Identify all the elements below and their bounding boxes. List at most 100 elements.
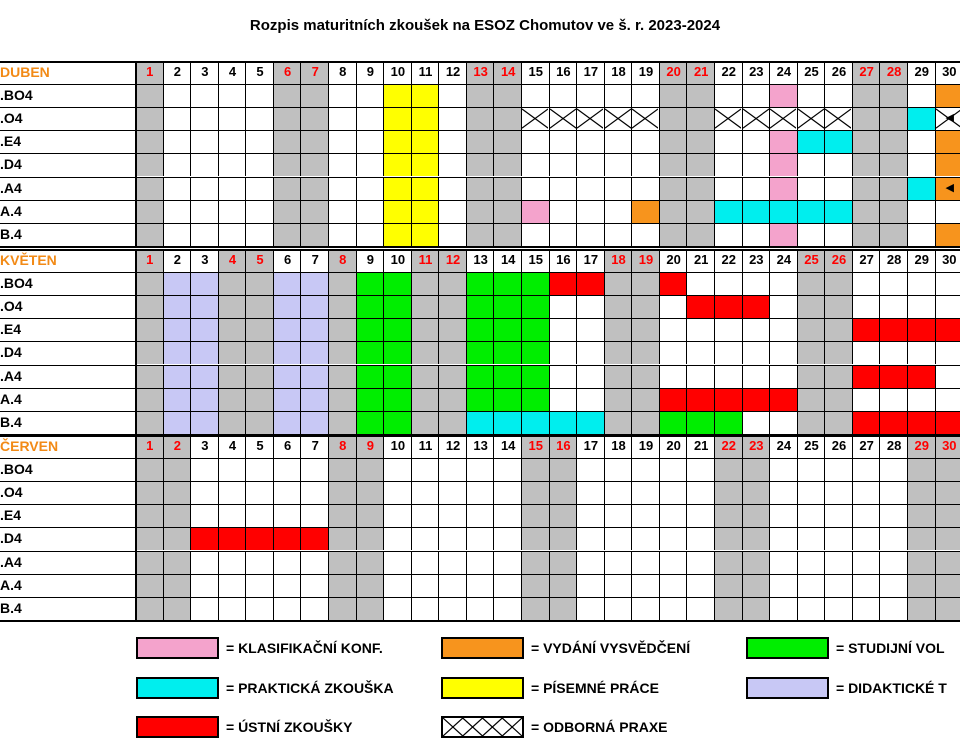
schedule-cell xyxy=(742,153,771,177)
schedule-cell xyxy=(742,504,771,528)
schedule-cell xyxy=(136,130,164,154)
schedule-cell xyxy=(494,272,522,296)
day-number: 8 xyxy=(339,438,347,453)
schedule-cell xyxy=(218,199,247,223)
schedule-cell xyxy=(328,596,357,620)
schedule-cell xyxy=(770,130,798,154)
schedule-cell xyxy=(825,410,853,434)
legend-swatch-pink xyxy=(136,637,219,659)
schedule-cell xyxy=(714,596,743,620)
schedule-cell xyxy=(384,410,412,434)
day-number: 8 xyxy=(339,252,347,267)
schedule-cell xyxy=(356,573,385,597)
schedule-cell xyxy=(384,130,412,154)
schedule-cell xyxy=(356,364,385,388)
day-number: 20 xyxy=(666,438,681,453)
day-number: 25 xyxy=(804,64,819,79)
schedule-cell xyxy=(246,458,274,482)
schedule-cell xyxy=(687,573,715,597)
day-number: 12 xyxy=(445,64,461,79)
schedule-cell xyxy=(659,481,688,505)
row-divider xyxy=(0,295,960,297)
schedule-cell xyxy=(577,458,605,482)
schedule-cell xyxy=(797,341,826,365)
day-header-cell xyxy=(659,249,688,273)
schedule-cell xyxy=(907,410,936,434)
day-number: 14 xyxy=(500,438,516,453)
schedule-cell xyxy=(218,153,247,177)
day-header-cell xyxy=(439,249,467,273)
schedule-cell xyxy=(742,295,771,319)
schedule-cell xyxy=(714,573,743,597)
schedule-cell xyxy=(246,573,274,597)
day-header-cell xyxy=(466,249,495,273)
schedule-cell xyxy=(632,596,660,620)
grid-left-border xyxy=(135,435,137,620)
class-label: D4. xyxy=(0,344,22,361)
schedule-cell xyxy=(687,596,715,620)
schedule-cell xyxy=(714,153,743,177)
schedule-cell xyxy=(273,272,302,296)
schedule-cell xyxy=(246,222,274,246)
schedule-cell xyxy=(301,84,329,108)
schedule-cell xyxy=(687,176,715,200)
schedule-cell xyxy=(163,573,192,597)
row-divider xyxy=(0,410,960,412)
schedule-cell xyxy=(549,153,578,177)
day-number: 25 xyxy=(804,438,819,453)
schedule-cell xyxy=(163,527,192,551)
schedule-cell xyxy=(577,199,605,223)
row-divider xyxy=(0,387,960,389)
schedule-cell xyxy=(907,153,936,177)
schedule-cell xyxy=(797,458,826,482)
schedule-cell xyxy=(770,341,798,365)
schedule-cell xyxy=(384,387,412,411)
row-divider xyxy=(0,504,960,506)
schedule-cell xyxy=(907,130,936,154)
schedule-cell xyxy=(163,364,192,388)
schedule-cell xyxy=(825,458,853,482)
schedule-cell xyxy=(935,341,960,365)
schedule-cell xyxy=(632,341,660,365)
schedule-cell xyxy=(577,481,605,505)
schedule-cell xyxy=(549,504,578,528)
schedule-cell xyxy=(742,176,771,200)
schedule-cell xyxy=(218,318,247,342)
schedule-cell xyxy=(218,527,247,551)
schedule-cell xyxy=(246,130,274,154)
schedule-cell xyxy=(687,527,715,551)
schedule-cell xyxy=(797,364,826,388)
schedule-cell xyxy=(466,596,495,620)
schedule-cell xyxy=(549,176,578,200)
day-header-cell xyxy=(797,249,826,273)
schedule-cell xyxy=(273,550,302,574)
schedule-cell xyxy=(549,84,578,108)
schedule-cell xyxy=(852,318,881,342)
schedule-cell xyxy=(273,481,302,505)
day-header-cell xyxy=(218,249,247,273)
schedule-cell xyxy=(935,481,960,505)
schedule-cell xyxy=(439,318,467,342)
day-header-cell xyxy=(136,61,164,85)
day-number: 11 xyxy=(418,438,433,453)
schedule-cell xyxy=(356,199,385,223)
schedule-cell xyxy=(632,504,660,528)
schedule-cell xyxy=(384,527,412,551)
schedule-cell xyxy=(218,550,247,574)
schedule-cell xyxy=(852,596,881,620)
day-number: 3 xyxy=(201,438,209,453)
day-header-cell xyxy=(218,61,247,85)
schedule-cell xyxy=(328,318,357,342)
schedule-cell xyxy=(770,573,798,597)
day-number: 29 xyxy=(914,252,929,267)
schedule-cell xyxy=(935,295,960,319)
schedule-cell xyxy=(797,387,826,411)
schedule-cell xyxy=(301,222,329,246)
schedule-cell xyxy=(604,222,633,246)
schedule-cell xyxy=(466,107,495,131)
grid-left-border xyxy=(135,61,137,246)
day-header-cell xyxy=(577,249,605,273)
schedule-cell xyxy=(246,272,274,296)
day-header-cell xyxy=(880,435,908,459)
schedule-cell xyxy=(218,341,247,365)
